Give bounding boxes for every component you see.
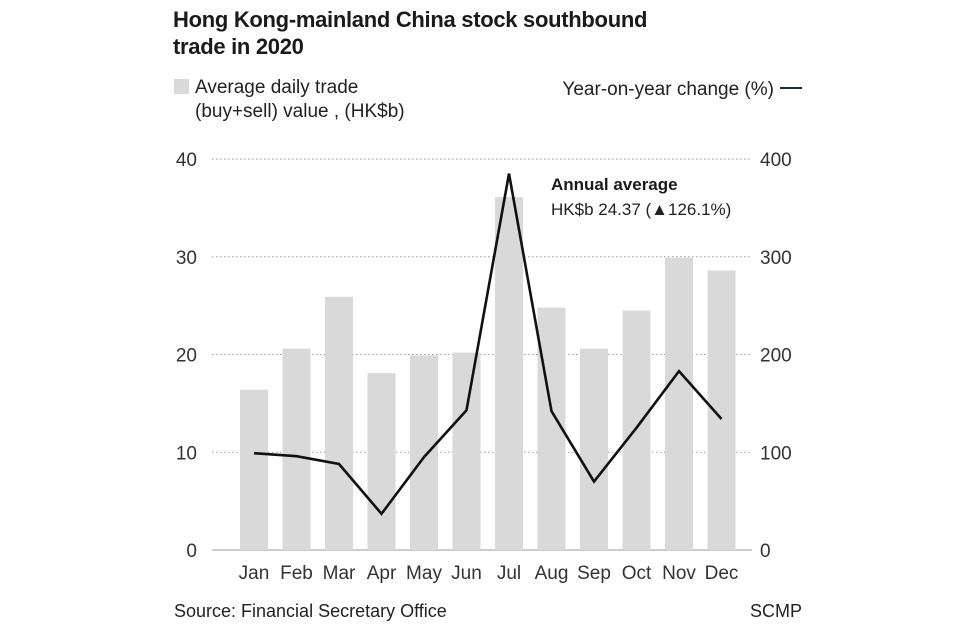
x-axis-labels: Jan Feb Mar Apr May Jun Jul Aug Sep Oct Nov Dec bbox=[239, 563, 739, 584]
legend-line-label: Year-on-year change (%) bbox=[562, 79, 774, 100]
bar-mar bbox=[325, 296, 353, 550]
bar-dec bbox=[707, 270, 736, 550]
right-tick-label: 400 bbox=[760, 150, 792, 171]
bar-jul bbox=[495, 197, 523, 550]
legend-bar-swatch bbox=[174, 79, 189, 94]
x-label-aug: Aug bbox=[535, 563, 569, 584]
chart-title: Hong Kong-mainland China stock southboun… bbox=[173, 7, 648, 59]
bar-apr bbox=[367, 373, 396, 550]
bar-jan bbox=[240, 389, 268, 550]
x-label-jun: Jun bbox=[451, 563, 482, 584]
x-label-dec: Dec bbox=[705, 563, 739, 584]
x-label-may: May bbox=[406, 563, 442, 584]
right-tick-label: 0 bbox=[760, 541, 771, 562]
legend-line-swatch bbox=[780, 87, 802, 89]
x-label-apr: Apr bbox=[367, 563, 397, 584]
right-tick-label: 100 bbox=[760, 443, 792, 464]
bar-oct bbox=[622, 310, 651, 550]
bar-feb bbox=[282, 348, 311, 550]
credit: SCMP bbox=[749, 601, 802, 621]
bar-may bbox=[410, 355, 438, 550]
x-label-nov: Nov bbox=[662, 563, 696, 584]
left-tick-label: 20 bbox=[176, 346, 197, 367]
left-axis-ticks: 0 10 20 30 40 bbox=[176, 150, 197, 562]
left-tick-label: 0 bbox=[186, 541, 197, 562]
yoy-change-line bbox=[253, 173, 723, 516]
legend-bars-label-2: (buy+sell) value , (HK$b) bbox=[195, 101, 405, 122]
x-label-mar: Mar bbox=[323, 563, 356, 584]
x-label-jul: Jul bbox=[497, 563, 521, 584]
bar-sep bbox=[580, 348, 608, 550]
annotation-title: Annual average bbox=[551, 175, 678, 194]
x-label-jan: Jan bbox=[239, 563, 270, 584]
right-axis-ticks: 0 100 200 300 400 bbox=[760, 150, 792, 562]
bar-jun bbox=[452, 352, 481, 550]
legend-bars-label-1: Average daily trade bbox=[195, 77, 359, 98]
left-tick-label: 40 bbox=[176, 150, 197, 171]
x-label-oct: Oct bbox=[622, 563, 652, 584]
line-series bbox=[253, 173, 723, 516]
legend-line: Year-on-year change (%) bbox=[562, 78, 802, 102]
left-tick-label: 30 bbox=[176, 248, 197, 269]
bar-nov bbox=[665, 257, 693, 550]
x-label-feb: Feb bbox=[280, 563, 313, 584]
right-tick-label: 200 bbox=[760, 346, 792, 367]
annotation-text: HK$b 24.37 (▲126.1%) bbox=[551, 200, 731, 219]
legend-bars: Average daily trade (buy+sell) value , (… bbox=[174, 76, 405, 124]
left-tick-label: 10 bbox=[176, 443, 197, 464]
right-tick-label: 300 bbox=[760, 248, 792, 269]
source-note: Source: Financial Secretary Office bbox=[174, 601, 447, 621]
bar-series bbox=[240, 197, 736, 550]
x-label-sep: Sep bbox=[577, 563, 611, 584]
